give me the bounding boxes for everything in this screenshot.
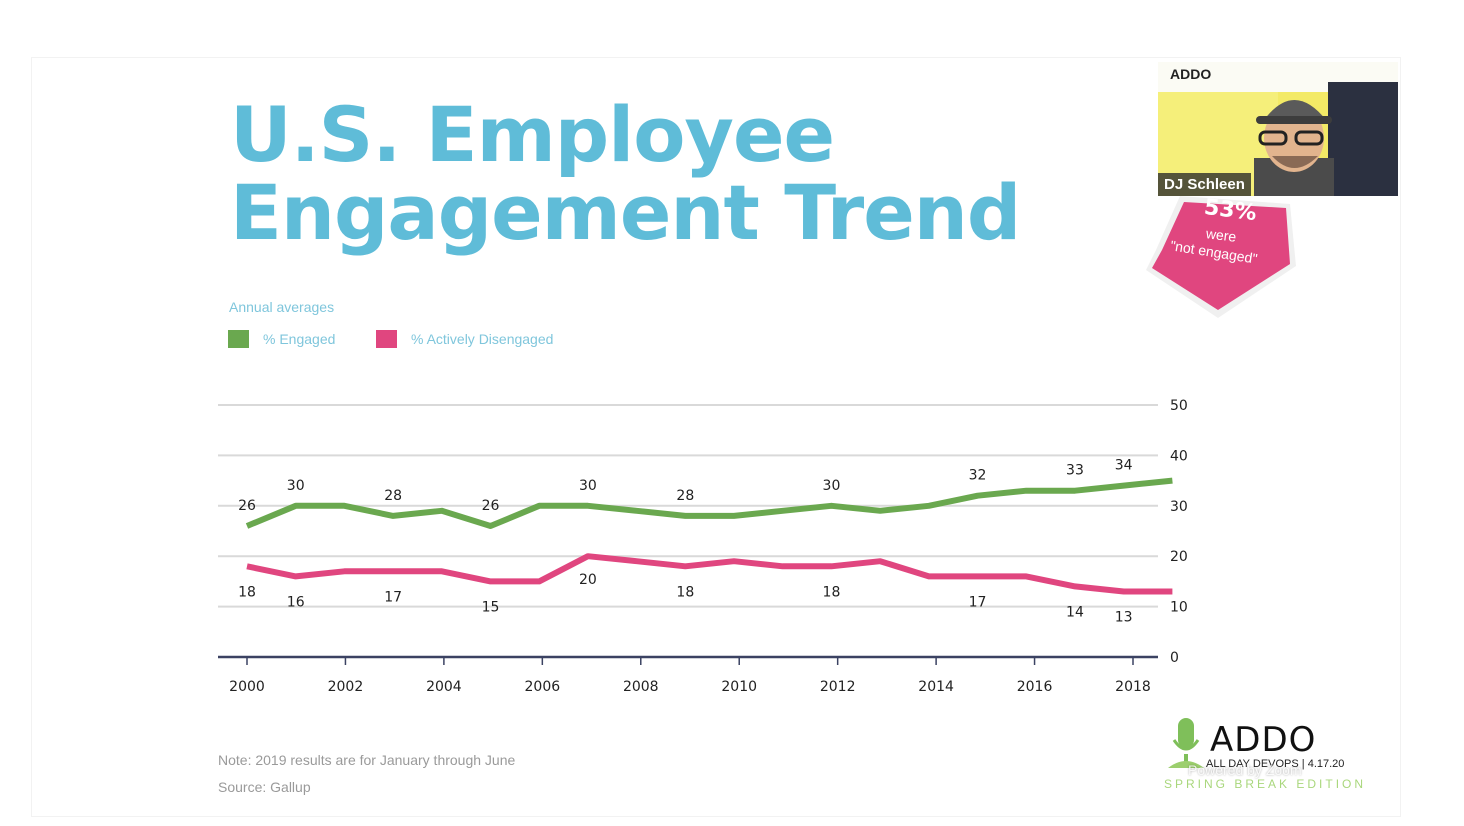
legend-label-engaged: % Engaged bbox=[263, 331, 336, 347]
video-poster-figure bbox=[1328, 82, 1398, 196]
video-addo-logo: ADDO bbox=[1170, 66, 1212, 82]
presenter-video[interactable]: ADDO DJ Schleen bbox=[1158, 62, 1398, 196]
data-label-engaged: 26 bbox=[482, 498, 500, 514]
legend-label-disengaged: % Actively Disengaged bbox=[411, 331, 554, 347]
data-label-disengaged: 13 bbox=[1115, 609, 1133, 625]
data-label-disengaged: 17 bbox=[969, 594, 987, 610]
x-tick-label: 2004 bbox=[426, 679, 462, 695]
legend-swatch-engaged bbox=[228, 330, 249, 348]
x-tick-label: 2012 bbox=[820, 679, 856, 695]
addo-edition: SPRING BREAK EDITION bbox=[1164, 777, 1367, 791]
slide-title: U.S. Employee Engagement Trend bbox=[230, 90, 1021, 257]
chart-subtitle: Annual averages bbox=[229, 299, 335, 315]
data-label-disengaged: 15 bbox=[482, 599, 500, 615]
presenter-avatar-icon bbox=[1254, 100, 1334, 196]
x-tick-label: 2000 bbox=[229, 679, 265, 695]
title-line-1: U.S. Employee bbox=[230, 90, 835, 179]
chart-source: Source: Gallup bbox=[218, 779, 311, 795]
data-label-engaged: 28 bbox=[384, 488, 402, 504]
data-label-engaged: 26 bbox=[238, 498, 256, 514]
data-label-disengaged: 18 bbox=[676, 584, 694, 600]
data-label-disengaged: 14 bbox=[1066, 604, 1084, 620]
y-tick-label: 10 bbox=[1170, 600, 1188, 616]
data-label-disengaged: 16 bbox=[287, 594, 305, 610]
title-line-2: Engagement Trend bbox=[230, 168, 1021, 257]
x-tick-label: 2016 bbox=[1017, 679, 1053, 695]
legend-engaged: % Engaged bbox=[228, 330, 335, 348]
addo-microphone-logo-icon bbox=[1168, 718, 1204, 768]
legend-swatch-disengaged bbox=[376, 330, 397, 348]
x-tick-label: 2006 bbox=[525, 679, 561, 695]
series-line-engaged bbox=[245, 477, 1173, 529]
data-label-engaged: 34 bbox=[1115, 458, 1133, 474]
powered-by-zoom-watermark: Powered by Zoom bbox=[1188, 762, 1302, 778]
not-engaged-badge-shape bbox=[1146, 196, 1296, 318]
data-label-disengaged: 18 bbox=[238, 584, 256, 600]
addo-logo-text: ADDO bbox=[1210, 720, 1317, 760]
data-label-disengaged: 17 bbox=[384, 589, 402, 605]
y-tick-label: 50 bbox=[1170, 398, 1188, 414]
y-tick-label: 20 bbox=[1170, 549, 1188, 565]
data-label-engaged: 28 bbox=[676, 488, 694, 504]
data-label-engaged: 30 bbox=[823, 478, 841, 494]
data-label-engaged: 30 bbox=[287, 478, 305, 494]
data-label-engaged: 30 bbox=[579, 478, 597, 494]
x-tick-label: 2010 bbox=[721, 679, 757, 695]
data-label-disengaged: 18 bbox=[823, 584, 841, 600]
y-tick-label: 30 bbox=[1170, 499, 1188, 515]
x-tick-label: 2014 bbox=[918, 679, 954, 695]
legend-disengaged: % Actively Disengaged bbox=[376, 330, 553, 348]
x-tick-label: 2008 bbox=[623, 679, 659, 695]
data-label-engaged: 32 bbox=[969, 468, 987, 484]
data-label-engaged: 33 bbox=[1066, 463, 1084, 479]
x-tick-label: 2002 bbox=[328, 679, 364, 695]
series-line-disengaged bbox=[246, 553, 1173, 595]
y-tick-label: 40 bbox=[1170, 448, 1188, 464]
addo-subline: ALL DAY DEVOPS | 4.17.20 bbox=[1206, 758, 1345, 770]
y-tick-label: 0 bbox=[1170, 650, 1179, 666]
data-label-disengaged: 20 bbox=[579, 572, 597, 588]
chart-note: Note: 2019 results are for January throu… bbox=[218, 752, 516, 768]
presenter-name-label: DJ Schleen bbox=[1158, 173, 1251, 196]
x-tick-label: 2018 bbox=[1115, 679, 1151, 695]
